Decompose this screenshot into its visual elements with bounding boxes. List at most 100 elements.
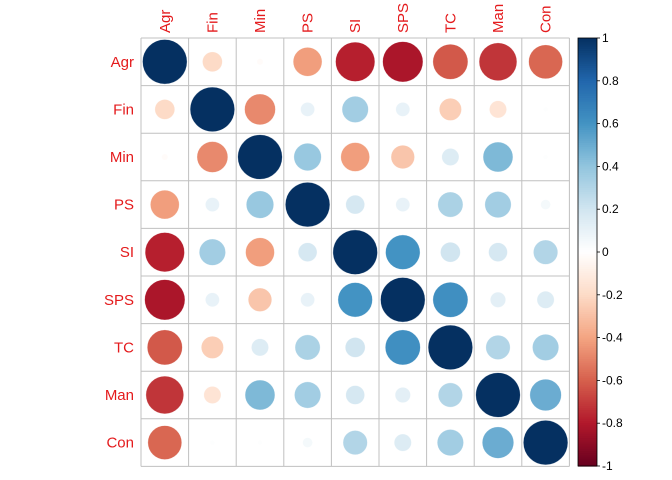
colorbar-segment — [578, 140, 597, 144]
corr-circle-min-agr — [161, 153, 169, 161]
colorbar-segment — [578, 262, 597, 266]
corr-circle-man-si — [345, 385, 365, 405]
col-label-man: Man — [490, 4, 507, 33]
corr-circle-si-con — [533, 239, 559, 265]
colorbar-tick-label: 0 — [602, 245, 609, 259]
colorbar-segment — [578, 239, 597, 242]
colorbar-segment — [578, 393, 597, 396]
colorbar-segment — [578, 279, 597, 283]
colorbar-segment — [578, 187, 597, 191]
colorbar-segment — [578, 170, 597, 174]
colorbar-segment — [578, 322, 597, 326]
colorbar-segment — [578, 217, 597, 221]
corr-circle-min-sps — [390, 144, 415, 170]
colorbar-segment — [578, 151, 597, 155]
colorbar-segment — [578, 399, 597, 403]
corr-circle-sps-agr — [144, 279, 186, 321]
corr-circle-con-si — [342, 430, 368, 456]
corr-circle-man-min — [244, 379, 276, 411]
colorbar-segment — [578, 436, 597, 439]
colorbar-segment — [578, 421, 597, 424]
corr-circle-min-man — [482, 141, 514, 173]
colorbar-segment — [578, 97, 597, 101]
corr-circle-fin-con — [543, 106, 549, 112]
colorbar-segment — [578, 87, 597, 90]
corr-circle-agr-con — [528, 44, 563, 80]
colorbar-segment — [578, 172, 597, 176]
colorbar-segment — [578, 106, 597, 110]
corr-circle-tc-si — [344, 337, 366, 358]
corr-circle-ps-con — [540, 199, 551, 210]
corr-circle-con-sps — [393, 433, 412, 452]
colorbar-segment — [578, 296, 597, 300]
colorbar-segment — [578, 386, 597, 390]
colorbar-segment — [578, 192, 597, 195]
colorbar-segment — [578, 453, 597, 456]
colorbar-segment — [578, 324, 597, 328]
row-label-man: Man — [105, 387, 134, 404]
colorbar-segment — [578, 292, 597, 296]
colorbar-segment — [578, 102, 597, 105]
colorbar-segment — [578, 76, 597, 80]
colorbar-segment — [578, 74, 597, 78]
colorbar-segment — [578, 234, 597, 238]
colorbar-segment — [578, 198, 597, 202]
row-label-sps: SPS — [104, 292, 134, 309]
colorbar-segment — [578, 232, 597, 236]
colorbar-segment — [578, 320, 597, 324]
colorbar-segment — [578, 100, 597, 103]
col-label-min: Min — [252, 9, 269, 33]
corr-circle-man-tc — [437, 382, 463, 408]
corr-circle-con-min — [257, 440, 263, 446]
colorbar-segment — [578, 159, 597, 163]
colorbar-segment — [578, 418, 597, 422]
colorbar-segment — [578, 442, 597, 446]
colorbar-segment — [578, 130, 597, 133]
colorbar-segment — [578, 142, 597, 146]
colorbar-segment — [578, 275, 597, 279]
colorbar-segment — [578, 134, 597, 138]
corr-circle-sps-si — [337, 282, 373, 318]
colorbar-segment — [578, 177, 597, 180]
colorbar-segment — [578, 305, 597, 309]
colorbar-segment — [578, 132, 597, 135]
colorbar-segment — [578, 316, 597, 319]
colorbar-segment — [578, 331, 597, 334]
colorbar-tick-label: -0.6 — [602, 373, 623, 387]
colorbar-segment — [578, 181, 597, 185]
colorbar-segment — [578, 44, 597, 48]
colorbar-segment — [578, 153, 597, 157]
colorbar-segment — [578, 50, 597, 54]
corr-circle-min-fin — [196, 141, 229, 173]
corr-circle-man-agr — [145, 375, 185, 415]
corr-circle-sps-min — [247, 287, 273, 312]
corr-circle-sps-man — [489, 291, 507, 308]
col-label-con: Con — [538, 5, 555, 33]
colorbar-segment — [578, 138, 597, 142]
colorbar-segment — [578, 344, 597, 347]
colorbar-segment — [578, 38, 597, 41]
corr-circle-tc-fin — [200, 335, 224, 359]
corr-circle-tc-sps — [384, 329, 421, 366]
row-label-min: Min — [110, 149, 134, 166]
colorbar-segment — [578, 224, 597, 227]
colorbar-segment — [578, 438, 597, 441]
colorbar-tick-label: -0.2 — [602, 288, 623, 302]
colorbar-segment — [578, 406, 597, 409]
colorbar-segment — [578, 166, 597, 170]
colorbar-segment — [578, 117, 597, 120]
corr-circle-ps-fin — [205, 197, 220, 212]
corr-circle-min-tc — [441, 148, 460, 166]
colorbar-segment — [578, 414, 597, 418]
colorbar-segment — [578, 266, 597, 270]
colorbar-segment — [578, 346, 597, 349]
colorbar-segment — [578, 145, 597, 148]
corr-circle-tc-man — [485, 334, 511, 360]
colorbar-segment — [578, 260, 597, 264]
corr-circle-min-min — [237, 134, 283, 180]
colorbar-segment — [578, 382, 597, 386]
colorbar-segment — [578, 350, 597, 354]
corr-circle-ps-tc — [437, 191, 464, 218]
colorbar-segment — [578, 455, 597, 459]
